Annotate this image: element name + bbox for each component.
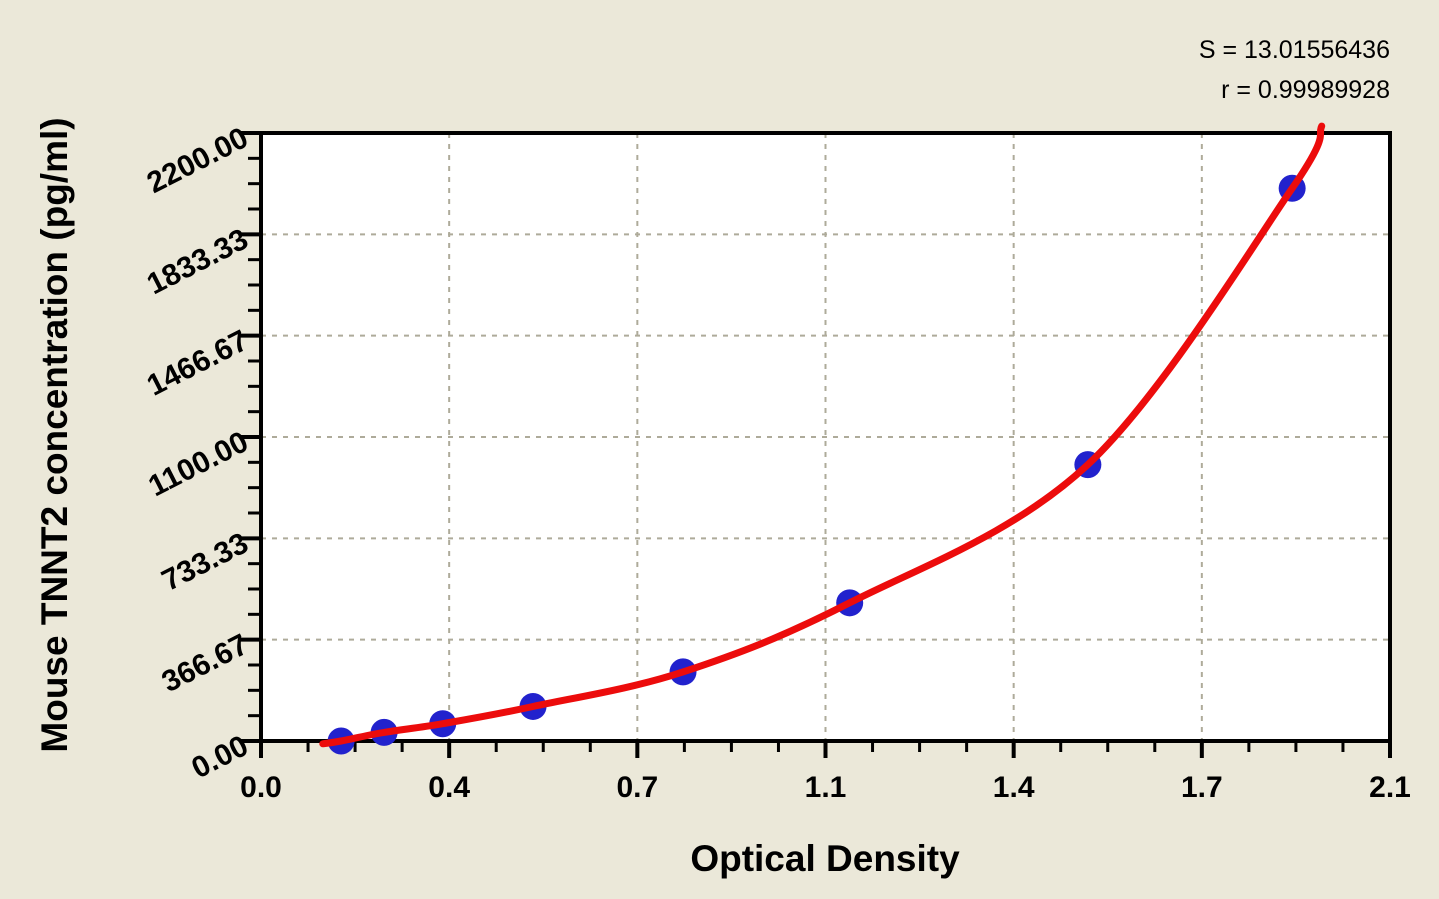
fit-curve [319,122,1326,748]
x-tick-label: 1.1 [805,771,847,804]
fit-statistics: S = 13.01556436 r = 0.99989928 [1199,30,1390,110]
x-tick-label: 1.7 [1181,771,1223,804]
x-axis-title: Optical Density [690,838,960,879]
y-tick-label: 1100.00 [143,425,253,503]
x-tick-label: 2.1 [1369,771,1411,804]
plot-frame [259,131,1392,743]
stat-s-value: S = 13.01556436 [1198,36,1390,64]
y-tick-label: 733.33 [157,527,254,598]
x-tick-label: 0.0 [240,771,282,804]
y-tick-label: 2200.00 [142,121,254,200]
stat-r-value: r = 0.99989928 [1221,76,1390,104]
x-tick-label: 0.4 [428,771,470,804]
y-tick-label: 366.67 [157,628,254,699]
y-tick-label: 1466.67 [142,324,254,403]
x-tick-label: 0.7 [616,771,658,804]
x-tick-label: 1.4 [993,771,1035,804]
y-tick-label: 1833.33 [142,223,254,302]
